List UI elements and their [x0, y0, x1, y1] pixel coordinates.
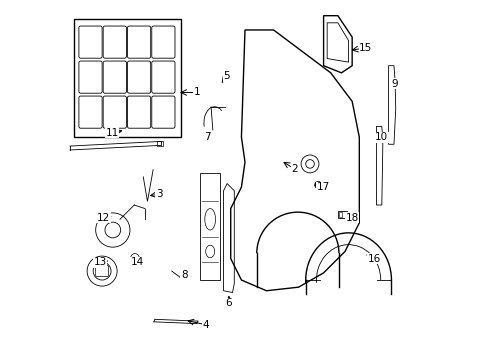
- Text: 9: 9: [391, 78, 397, 89]
- FancyBboxPatch shape: [152, 26, 175, 58]
- FancyBboxPatch shape: [74, 19, 181, 137]
- FancyBboxPatch shape: [79, 26, 102, 58]
- FancyBboxPatch shape: [152, 61, 175, 93]
- Text: 3: 3: [156, 189, 163, 199]
- FancyBboxPatch shape: [339, 212, 342, 217]
- Text: 17: 17: [317, 182, 330, 192]
- Text: 2: 2: [292, 164, 298, 174]
- Text: 1: 1: [194, 87, 200, 98]
- Text: 5: 5: [223, 71, 230, 81]
- FancyBboxPatch shape: [96, 266, 109, 276]
- Text: 11: 11: [105, 128, 119, 138]
- Text: 16: 16: [368, 253, 381, 264]
- FancyBboxPatch shape: [103, 26, 126, 58]
- Text: 4: 4: [202, 320, 209, 330]
- Text: 14: 14: [130, 257, 144, 267]
- Circle shape: [315, 181, 322, 189]
- FancyBboxPatch shape: [79, 96, 102, 128]
- FancyBboxPatch shape: [103, 61, 126, 93]
- FancyBboxPatch shape: [127, 26, 151, 58]
- FancyBboxPatch shape: [157, 141, 163, 146]
- Text: 12: 12: [98, 212, 111, 222]
- Text: 8: 8: [181, 270, 188, 280]
- Text: 10: 10: [375, 132, 388, 142]
- FancyBboxPatch shape: [79, 61, 102, 93]
- Text: 15: 15: [359, 43, 372, 53]
- FancyBboxPatch shape: [152, 96, 175, 128]
- FancyBboxPatch shape: [200, 173, 220, 280]
- FancyBboxPatch shape: [338, 211, 347, 217]
- FancyBboxPatch shape: [103, 96, 126, 128]
- FancyBboxPatch shape: [127, 61, 151, 93]
- FancyBboxPatch shape: [127, 96, 151, 128]
- Text: 13: 13: [94, 257, 107, 267]
- Text: 18: 18: [345, 212, 359, 222]
- Text: 7: 7: [204, 132, 211, 142]
- Text: 6: 6: [225, 298, 232, 308]
